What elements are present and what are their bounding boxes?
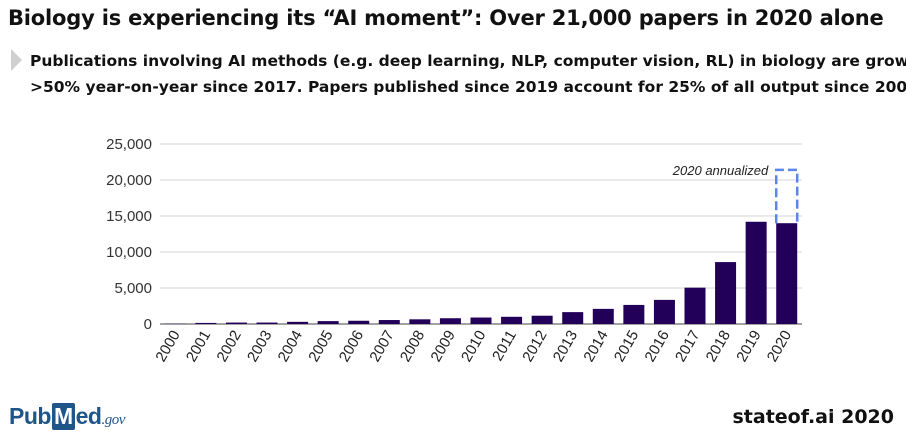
- y-tick-label: 15,000: [106, 208, 152, 225]
- bar-2014: [592, 308, 614, 324]
- y-tick-label: 20,000: [106, 172, 152, 189]
- y-tick-label: 0: [144, 316, 152, 333]
- y-tick-label: 25,000: [106, 136, 152, 153]
- x-tick-label: 2015: [611, 328, 642, 365]
- x-tick-label: 2001: [183, 328, 214, 365]
- bar-2019: [745, 221, 767, 324]
- bar-2004: [287, 321, 309, 324]
- x-tick-label: 2014: [580, 328, 611, 365]
- bar-2007: [378, 320, 400, 324]
- x-tick-label: 2016: [641, 328, 672, 365]
- x-tick-label: 2005: [305, 328, 336, 365]
- annotation-label: 2020 annualized: [672, 163, 769, 178]
- bar-2016: [653, 299, 675, 324]
- bar-2018: [715, 262, 737, 324]
- bar-2011: [501, 316, 523, 324]
- x-tick-label: 2019: [733, 328, 764, 365]
- bar-2015: [623, 304, 645, 324]
- x-tick-label: 2012: [519, 328, 550, 365]
- x-tick-label: 2009: [427, 328, 458, 365]
- bar-2003: [256, 322, 278, 324]
- x-tick-label: 2010: [458, 328, 489, 365]
- source-credit: stateof.ai 2020: [732, 406, 894, 428]
- x-tick-label: 2002: [213, 328, 244, 365]
- x-tick-label: 2006: [336, 328, 367, 365]
- bar-2009: [439, 318, 461, 324]
- subtitle-line-2: >50% year-on-year since 2017. Papers pub…: [30, 78, 906, 96]
- bar-2017: [684, 287, 706, 324]
- y-tick-label: 10,000: [106, 244, 152, 261]
- x-tick-label: 2004: [275, 328, 306, 365]
- annualized-outline: [774, 168, 799, 224]
- subtitle-line-1: Publications involving AI methods (e.g. …: [30, 52, 906, 70]
- bar-2012: [531, 315, 553, 324]
- page-title: Biology is experiencing its “AI moment”:…: [8, 6, 884, 30]
- bullet-arrow-icon: [11, 49, 22, 71]
- bar-2001: [195, 322, 217, 324]
- bar-2013: [562, 312, 584, 324]
- subtitle: Publications involving AI methods (e.g. …: [30, 48, 906, 100]
- x-tick-label: 2000: [152, 328, 183, 365]
- bar-2020: [776, 223, 798, 324]
- x-tick-label: 2003: [244, 328, 275, 365]
- x-tick-label: 2008: [397, 328, 428, 365]
- bar-2008: [409, 319, 431, 324]
- x-tick-label: 2013: [550, 328, 581, 365]
- x-tick-label: 2017: [672, 328, 703, 365]
- x-tick-label: 2020: [764, 328, 795, 365]
- x-tick-label: 2011: [489, 328, 520, 364]
- bar-2006: [348, 320, 370, 324]
- bar-2010: [470, 317, 492, 324]
- bar-2005: [317, 321, 339, 324]
- x-tick-label: 2007: [366, 328, 397, 365]
- bar-2002: [225, 322, 247, 324]
- y-tick-label: 5,000: [114, 280, 152, 297]
- x-tick-label: 2018: [703, 328, 734, 365]
